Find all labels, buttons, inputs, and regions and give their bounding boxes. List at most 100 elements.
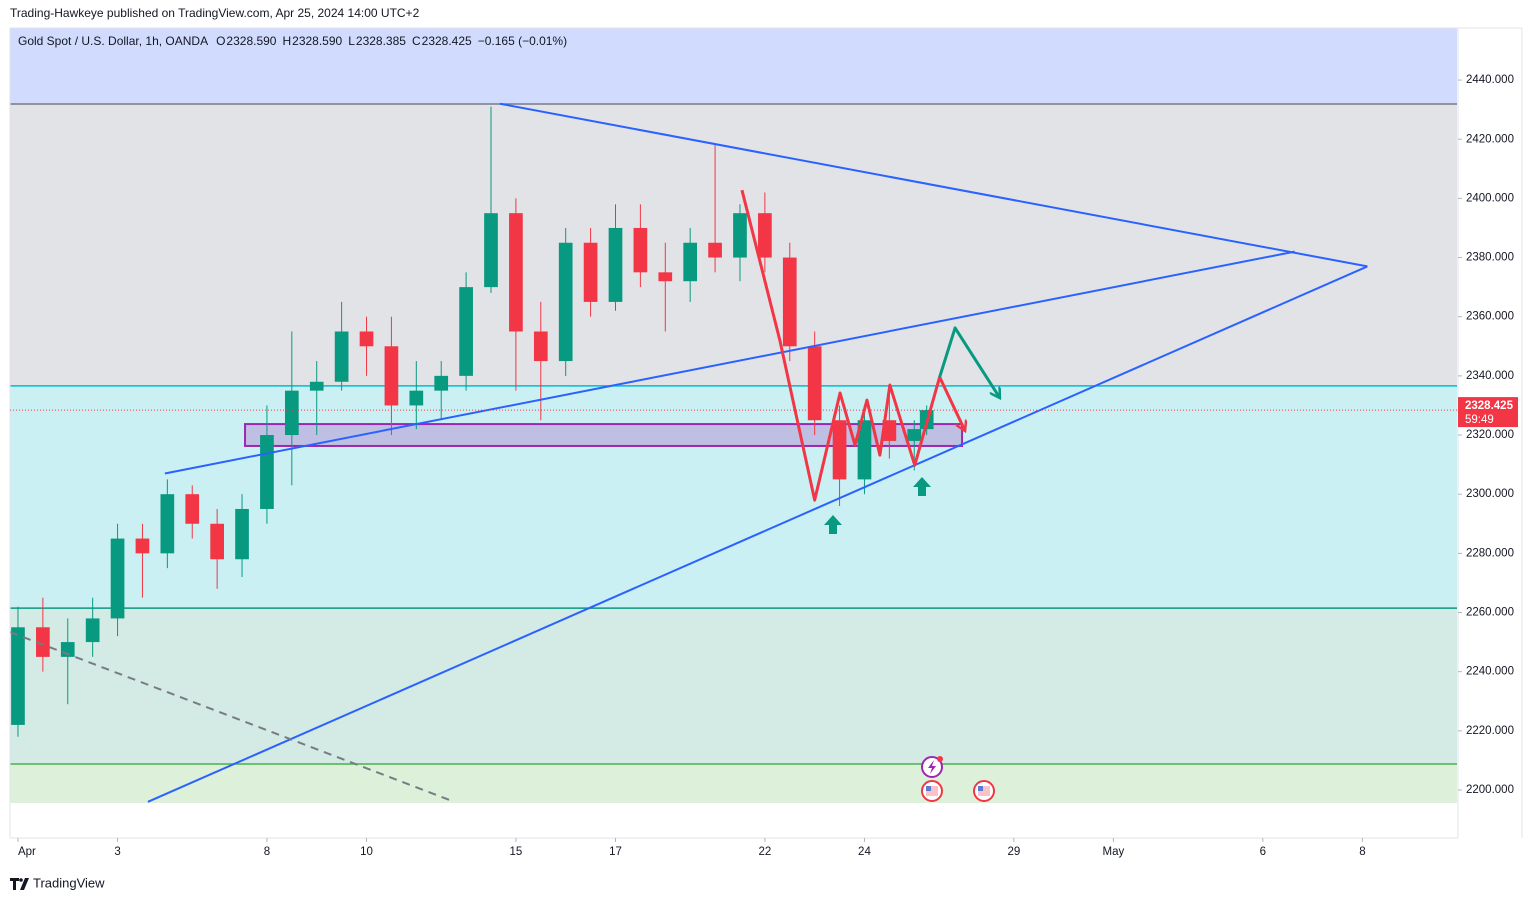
candle-body — [633, 227, 648, 273]
y-tick-label: 2440.000 — [1466, 74, 1514, 86]
legend-value: 2328.385 — [356, 34, 406, 48]
candle-body — [509, 213, 523, 332]
y-tick-label: 2220.000 — [1466, 725, 1514, 737]
candle-body — [235, 508, 249, 560]
symbol: Gold Spot / U.S. Dollar, 1h, OANDA — [18, 34, 208, 48]
event-icon — [973, 780, 995, 802]
candle-body — [608, 227, 623, 302]
candle-body — [260, 435, 274, 509]
candle-body — [334, 331, 349, 382]
candle-body — [832, 420, 847, 480]
candle-body — [882, 420, 897, 441]
last-price-label: 2328.425 — [1465, 400, 1514, 412]
legend: Gold Spot / U.S. Dollar, 1h, OANDA O 2328… — [18, 34, 567, 48]
x-tick-label: 24 — [858, 846, 871, 858]
candle-body — [434, 375, 449, 391]
candles — [11, 106, 934, 737]
legend-key: L — [348, 34, 355, 48]
y-tick-label: 2300.000 — [1466, 488, 1514, 500]
y-tick-label: 2380.000 — [1466, 252, 1514, 264]
candle-body — [484, 213, 498, 288]
legend-change: −0.165 (−0.01%) — [478, 34, 567, 48]
drawings — [244, 423, 964, 447]
candle-body — [210, 523, 224, 560]
trend-line — [164, 250, 1295, 475]
event-icon — [921, 756, 943, 778]
x-tick-label: 6 — [1260, 846, 1266, 858]
candle-body — [733, 213, 747, 258]
candle-body — [782, 257, 797, 347]
candle-body — [558, 242, 573, 362]
zone — [10, 763, 1457, 803]
up-arrow-icon — [913, 477, 931, 496]
x-tick-label: Apr — [18, 846, 36, 858]
y-tick-label: 2420.000 — [1466, 133, 1514, 145]
x-tick-label: 29 — [1007, 846, 1020, 858]
y-tick-label: 2280.000 — [1466, 547, 1514, 559]
candle-body — [758, 213, 772, 258]
zone-rect — [244, 423, 964, 447]
up-arrow-icon — [824, 515, 842, 534]
legend-value: 2328.590 — [292, 34, 342, 48]
candle-body — [284, 390, 299, 436]
x-tick-label: May — [1103, 846, 1125, 858]
candle-body — [359, 331, 374, 347]
tv-logo — [10, 878, 29, 890]
time-axis-bg — [10, 803, 1458, 838]
legend-key: C — [412, 34, 421, 48]
y-tick-label: 2200.000 — [1466, 784, 1514, 796]
candle-body — [384, 346, 399, 406]
candle-body — [11, 627, 25, 725]
trend-line — [499, 102, 1368, 268]
y-tick-label: 2400.000 — [1466, 192, 1514, 204]
x-tick-label: 3 — [114, 846, 120, 858]
legend-value: 2328.425 — [422, 34, 472, 48]
event-icon — [921, 780, 943, 802]
candle-body — [36, 627, 50, 657]
candle-body — [85, 618, 100, 643]
countdown-label: 59:49 — [1465, 414, 1494, 426]
candle-body — [459, 287, 473, 376]
candle-body — [683, 242, 698, 282]
candle-body — [185, 494, 200, 524]
y-tick-label: 2260.000 — [1466, 607, 1514, 619]
candle-body — [907, 429, 922, 441]
x-tick-label: 17 — [609, 846, 622, 858]
zone — [10, 385, 1457, 609]
candle-body — [309, 381, 324, 391]
legend-key: O — [216, 34, 225, 48]
last-price-box — [1458, 397, 1518, 428]
y-tick-label: 2360.000 — [1466, 311, 1514, 323]
legend-key: H — [282, 34, 291, 48]
y-tick-label: 2340.000 — [1466, 370, 1514, 382]
candle-body — [110, 538, 125, 619]
x-tick-label: 8 — [1359, 846, 1365, 858]
candle-body — [583, 242, 598, 302]
candle-body — [135, 538, 150, 554]
x-tick-label: 10 — [360, 846, 373, 858]
trend-line — [10, 631, 451, 801]
x-tick-label: 15 — [510, 846, 523, 858]
brand: TradingView — [33, 875, 105, 890]
candle-body — [708, 242, 722, 258]
zone — [10, 608, 1457, 764]
y-tick-label: 2320.000 — [1466, 429, 1514, 441]
y-tick-label: 2240.000 — [1466, 666, 1514, 678]
trend-line — [147, 265, 1368, 803]
x-tick-label: 8 — [264, 846, 270, 858]
plot-area — [10, 28, 1457, 803]
candle-body — [160, 494, 175, 554]
drawings-top — [10, 102, 1368, 803]
projection-arrow — [740, 189, 965, 502]
candle-body — [857, 420, 872, 480]
projection-arrow — [938, 326, 1000, 398]
zone — [10, 28, 1457, 105]
legend-value: 2328.590 — [226, 34, 276, 48]
candle-body — [409, 390, 424, 406]
candle-body — [658, 272, 673, 282]
candle-body — [807, 346, 822, 421]
x-tick-label: 22 — [758, 846, 771, 858]
published-line: Trading-Hawkeye published on TradingView… — [10, 6, 420, 20]
